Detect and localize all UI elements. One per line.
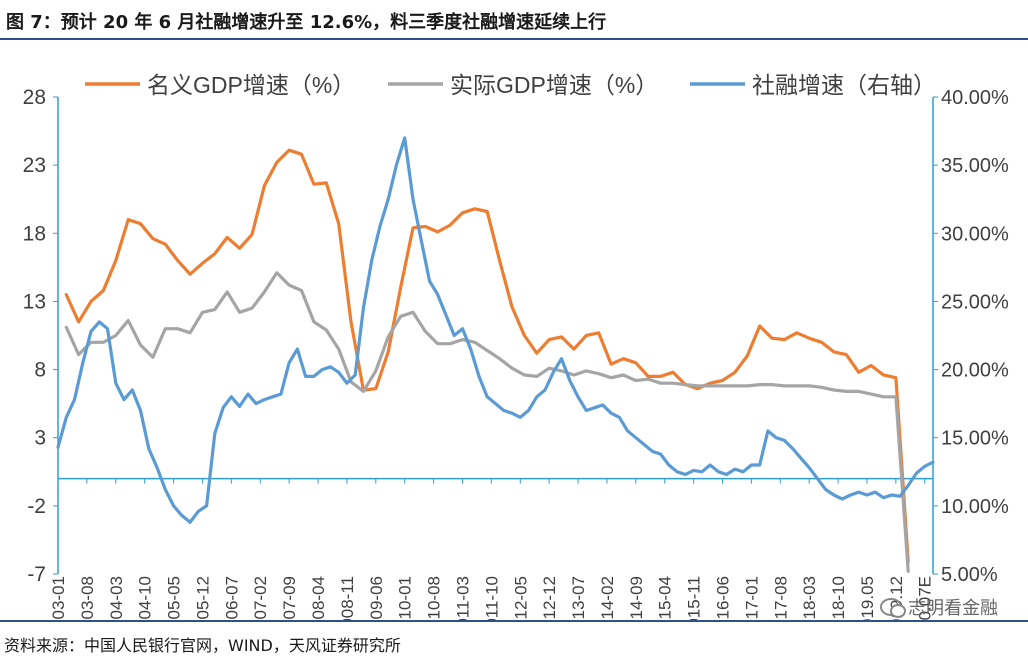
watermark: 志明看金融 <box>880 594 998 620</box>
x-tick-label: 2008-11 <box>338 576 357 620</box>
watermark-text: 志明看金融 <box>908 598 998 619</box>
series-line <box>64 271 910 573</box>
right-tick-label: 30.00% <box>941 223 1009 245</box>
x-tick-label: 2003-01 <box>49 576 68 620</box>
x-tick-label: 2008-04 <box>309 576 328 620</box>
x-tick-label: 2012-12 <box>540 576 559 620</box>
left-tick-label: -2 <box>27 495 46 518</box>
series-line <box>56 136 935 524</box>
source-note: 资料来源：中国人民银行官网，WIND，天风证券研究所 <box>4 636 401 655</box>
x-tick-label: 2017-08 <box>771 576 790 620</box>
right-tick-label: 10.00% <box>941 496 1009 518</box>
x-tick-label: 2010-01 <box>396 576 415 620</box>
x-tick-label: 2003-08 <box>78 576 97 620</box>
right-tick-label: 40.00% <box>941 87 1009 109</box>
x-tick-label: 2017-01 <box>742 576 761 620</box>
source-bar: 资料来源：中国人民银行官网，WIND，天风证券研究所 <box>0 620 1028 657</box>
x-tick-label: 2007-09 <box>280 576 299 620</box>
legend-label: 名义GDP增速（%） <box>147 72 355 98</box>
series-line <box>64 148 910 564</box>
right-tick-label: 35.00% <box>941 155 1009 177</box>
x-tick-label: 2011-03 <box>453 576 472 620</box>
title-bar: 图 7：预计 20 年 6 月社融增速升至 12.6%，料三季度社融增速延续上行 <box>0 0 1028 40</box>
legend-label: 社融增速（右轴） <box>752 72 936 98</box>
right-tick-label: 5.00% <box>941 564 998 586</box>
x-tick-label: 2014-02 <box>598 576 617 620</box>
figure-title: 图 7：预计 20 年 6 月社融增速升至 12.6%，料三季度社融增速延续上行 <box>6 12 607 33</box>
x-tick-label: 2018-10 <box>829 576 848 620</box>
x-tick-label: 2012-05 <box>511 576 530 620</box>
left-tick-label: 3 <box>34 427 46 450</box>
left-tick-label: 28 <box>23 86 46 109</box>
x-tick-label: 2015-04 <box>656 576 675 620</box>
x-tick-label: 2004-03 <box>107 576 126 620</box>
legend-label: 实际GDP增速（%） <box>450 72 658 98</box>
x-tick-label: 2011-10 <box>482 576 501 620</box>
left-tick-label: 18 <box>23 222 46 245</box>
left-tick-label: 8 <box>34 359 46 382</box>
x-tick-label: 2007-02 <box>251 576 270 620</box>
x-tick-label: 2020.07E <box>916 576 935 620</box>
right-tick-label: 25.00% <box>941 291 1009 313</box>
left-tick-label: -7 <box>27 563 46 586</box>
x-tick-label: 2004-10 <box>136 576 155 620</box>
x-tick-label: 2010-08 <box>425 576 444 620</box>
x-tick-label: 2019.05 <box>858 576 877 620</box>
right-tick-label: 15.00% <box>941 428 1009 450</box>
x-tick-label: 2006-07 <box>222 576 241 620</box>
x-tick-label: 2005-12 <box>193 576 212 620</box>
x-tick-label: 2016-06 <box>714 576 733 620</box>
x-tick-label: 2018-03 <box>800 576 819 620</box>
x-tick-label: 2005-05 <box>165 576 184 620</box>
x-tick-label: 2015-11 <box>685 576 704 620</box>
line-chart: 28 23 18 13 8 3 -2 -7 40.00% 35.00% 30.00% 25.00% 20… <box>23 72 1009 620</box>
left-tick-label: 13 <box>23 290 46 313</box>
x-tick-label: 2014-09 <box>627 576 646 620</box>
right-tick-label: 20.00% <box>941 360 1009 382</box>
wechat-icon <box>880 598 906 618</box>
left-tick-label: 23 <box>23 154 46 177</box>
x-tick-label: 2013-07 <box>569 576 588 620</box>
x-tick-label: 2009-06 <box>367 576 386 620</box>
